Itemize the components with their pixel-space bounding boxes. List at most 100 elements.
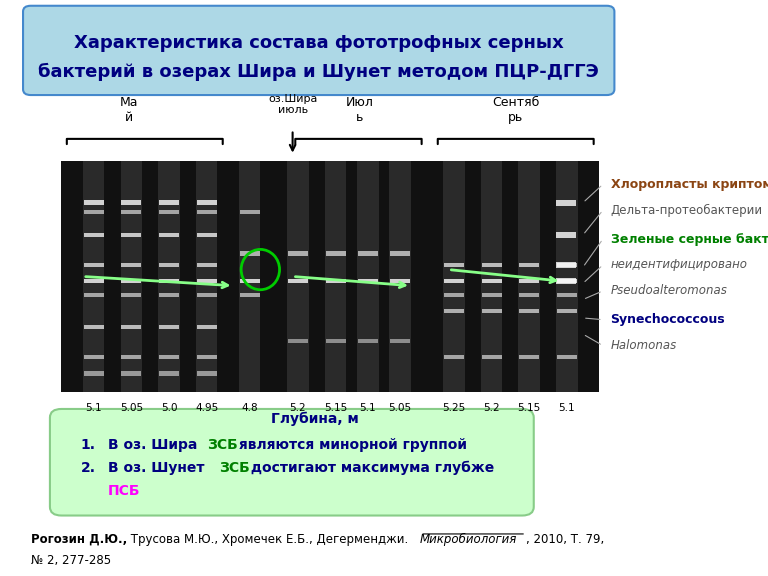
Bar <box>159 355 179 359</box>
Text: В оз. Шунет: В оз. Шунет <box>108 461 209 475</box>
Bar <box>239 161 260 392</box>
Text: ПСБ: ПСБ <box>108 484 140 498</box>
Bar <box>84 279 104 283</box>
Bar <box>326 251 346 256</box>
Bar <box>556 262 576 268</box>
Text: неидентифицировано: неидентифицировано <box>611 259 747 271</box>
Bar <box>197 200 217 205</box>
Text: Synechococcous: Synechococcous <box>611 313 725 326</box>
Text: Глубина, м: Глубина, м <box>271 412 359 426</box>
Bar <box>519 355 539 359</box>
Bar <box>326 279 346 283</box>
Bar <box>159 200 179 205</box>
Bar <box>444 263 464 267</box>
Text: 5.2: 5.2 <box>483 403 500 413</box>
Bar <box>197 233 217 237</box>
Bar <box>389 161 411 392</box>
Bar <box>159 293 179 297</box>
Bar <box>121 233 141 237</box>
Text: Pseudoalteromonas: Pseudoalteromonas <box>611 285 727 297</box>
Text: Зеленые серные бактерии: Зеленые серные бактерии <box>611 233 768 245</box>
Text: 4.95: 4.95 <box>195 403 218 413</box>
Bar <box>84 263 104 267</box>
FancyBboxPatch shape <box>50 409 534 516</box>
Bar <box>557 309 577 313</box>
Bar <box>556 232 576 238</box>
Bar <box>197 263 217 267</box>
Text: Сентяб
рь: Сентяб рь <box>492 96 539 124</box>
Bar <box>482 279 502 283</box>
Text: Хлоропласты криптомонад: Хлоропласты криптомонад <box>611 178 768 191</box>
Bar <box>240 293 260 297</box>
Text: ЗСБ: ЗСБ <box>207 438 238 452</box>
Bar <box>84 325 104 329</box>
Bar <box>197 371 217 376</box>
Bar <box>287 161 309 392</box>
Bar <box>84 200 104 205</box>
Bar <box>519 293 539 297</box>
Text: , 2010, Т. 79,: , 2010, Т. 79, <box>526 533 604 546</box>
Text: 5.1: 5.1 <box>359 403 376 413</box>
Bar <box>482 293 502 297</box>
Bar <box>444 355 464 359</box>
Text: Рогозин Д.Ю.,: Рогозин Д.Ю., <box>31 533 127 546</box>
Bar <box>326 339 346 343</box>
Bar <box>444 293 464 297</box>
Bar <box>61 161 599 392</box>
Bar <box>482 355 502 359</box>
Text: 2.: 2. <box>81 461 96 475</box>
Bar <box>84 233 104 237</box>
Bar <box>325 161 346 392</box>
Bar <box>159 210 179 214</box>
Bar <box>121 263 141 267</box>
Bar <box>121 200 141 205</box>
Bar <box>557 263 577 267</box>
Bar <box>240 279 260 283</box>
Text: Дельта-протеобактерии: Дельта-протеобактерии <box>611 204 763 217</box>
Bar <box>390 339 410 343</box>
Text: 5.05: 5.05 <box>120 403 143 413</box>
Bar <box>84 355 104 359</box>
Bar <box>121 355 141 359</box>
Bar <box>121 325 141 329</box>
Bar <box>197 325 217 329</box>
Text: № 2, 277-285: № 2, 277-285 <box>31 554 111 567</box>
Text: В оз. Шира: В оз. Шира <box>108 438 202 452</box>
Bar <box>557 293 577 297</box>
Bar <box>240 251 260 256</box>
Bar <box>482 263 502 267</box>
Bar <box>84 293 104 297</box>
Bar <box>519 309 539 313</box>
Text: 1.: 1. <box>81 438 96 452</box>
Bar <box>288 251 308 256</box>
Text: 5.1: 5.1 <box>85 403 102 413</box>
Bar <box>84 210 104 214</box>
Text: являются минорной группой: являются минорной группой <box>234 438 467 452</box>
Bar <box>556 200 576 206</box>
Text: достигают максимума глубже: достигают максимума глубже <box>246 461 494 475</box>
Bar <box>240 210 260 214</box>
Bar <box>481 161 502 392</box>
Text: 4.8: 4.8 <box>241 403 258 413</box>
Bar <box>197 210 217 214</box>
Bar <box>357 161 379 392</box>
Text: 5.15: 5.15 <box>518 403 541 413</box>
Bar <box>482 309 502 313</box>
Bar <box>121 161 142 392</box>
Bar <box>519 279 539 283</box>
Bar <box>83 161 104 392</box>
Bar <box>121 371 141 376</box>
Bar <box>84 371 104 376</box>
Text: оз.Шира
июль: оз.Шира июль <box>268 93 317 115</box>
Bar <box>444 279 464 283</box>
Bar <box>197 279 217 283</box>
Bar <box>159 263 179 267</box>
Bar <box>159 279 179 283</box>
Bar <box>390 279 410 283</box>
Text: 5.1: 5.1 <box>558 403 575 413</box>
Text: 5.25: 5.25 <box>442 403 465 413</box>
Text: Halomonas: Halomonas <box>611 339 677 352</box>
Bar <box>159 325 179 329</box>
Text: 5.15: 5.15 <box>324 403 347 413</box>
Text: Июл
ь: Июл ь <box>346 96 374 124</box>
